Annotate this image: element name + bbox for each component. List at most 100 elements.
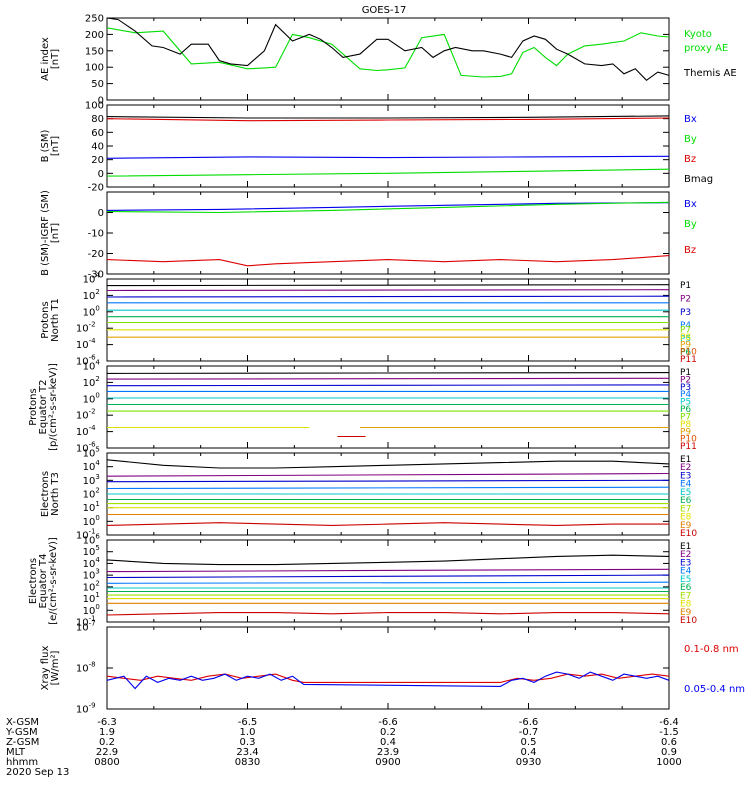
y-tick-label: 150 <box>85 46 104 57</box>
x-axis-value: 1.0 <box>240 727 256 738</box>
legend-label: P9 <box>680 427 691 437</box>
x-axis-value: 0900 <box>375 757 400 768</box>
legend-label: Bz <box>684 154 696 165</box>
legend-label: E4 <box>680 567 692 577</box>
panel-frame <box>106 626 670 710</box>
x-axis-value: 0.4 <box>521 747 537 758</box>
date-label: 2020 Sep 13 <box>6 767 69 778</box>
y-axis-label: AE index <box>40 37 51 81</box>
y-tick-label: -20 <box>88 183 104 194</box>
y-tick-label: 10-4 <box>76 424 96 438</box>
series-line <box>106 201 670 214</box>
legend-label: P1 <box>680 368 691 378</box>
legend-label: P8 <box>680 420 691 430</box>
legend-label: E4 <box>680 480 692 490</box>
y-tick-label: -30 <box>88 270 104 281</box>
y-tick-label: 0 <box>98 169 104 180</box>
y-tick-label: 104 <box>83 272 101 286</box>
legend-label: Bmag <box>684 174 713 185</box>
y-tick-label: 10-7 <box>76 620 96 634</box>
y-axis-label: Electrons <box>40 471 51 517</box>
legend-label: E8 <box>680 513 692 523</box>
y-tick-label: 50 <box>91 79 104 90</box>
series-line <box>106 372 670 374</box>
panel-frame <box>106 539 670 623</box>
y-tick-label: 104 <box>83 359 101 373</box>
legend-label: P4 <box>680 390 691 400</box>
x-axis-value: -6.3 <box>97 717 117 728</box>
y-tick-label: -10 <box>88 229 104 240</box>
legend-label: E5 <box>680 575 691 585</box>
y-axis-label: [nT] <box>50 223 61 243</box>
legend-label: P2 <box>680 375 691 385</box>
y-tick-label: 10-8 <box>76 661 96 675</box>
y-axis-label: [p/(cm²-s-sr-keV)] <box>48 363 59 451</box>
x-axis-table: X-GSMY-GSMZ-GSMMLThhmm-6.31.90.222.90800… <box>5 717 682 768</box>
x-axis-value: 0830 <box>235 757 260 768</box>
y-tick-label: 102 <box>83 487 100 501</box>
legend-label: P10 <box>680 348 697 358</box>
series-line <box>106 377 670 380</box>
x-axis-value: 0930 <box>516 757 541 768</box>
legend-label: P1 <box>680 281 691 291</box>
y-tick-label: 100 <box>83 304 100 318</box>
x-axis-row-label: Z-GSM <box>6 737 39 748</box>
y-tick-label: 101 <box>83 500 100 514</box>
series-line <box>106 115 670 119</box>
x-axis-value: 1000 <box>656 757 681 768</box>
legend-label: E10 <box>680 616 697 626</box>
x-axis-row-label: hhmm <box>6 757 38 768</box>
y-axis-label: Xray flux <box>40 646 51 691</box>
y-tick-label: 105 <box>83 446 100 460</box>
x-axis-value: 22.9 <box>96 747 118 758</box>
y-tick-label: 10-4 <box>76 337 96 351</box>
y-axis-label: [W/m²] <box>50 650 61 685</box>
panel-0: 0 50 100 150 200 250 AE index [nT] Kyoto proxy AE… <box>40 14 737 107</box>
panel-1: -20 0 20 40 60 80 100 B (SM) [nT] Bx By Bz Bmag <box>40 101 713 194</box>
legend-label: E7 <box>680 591 691 601</box>
legend-label: E6 <box>680 496 692 506</box>
series-line <box>106 479 670 483</box>
y-axis-label: North T3 <box>50 472 61 516</box>
x-axis-value: -6.5 <box>238 717 258 728</box>
y-tick-label: 100 <box>85 101 104 112</box>
x-axis-value: 0.2 <box>99 737 115 748</box>
series-line <box>106 155 670 159</box>
y-axis-label: North T1 <box>50 298 61 342</box>
panel-2: -30 -20 -10 0 B (SM)-IGRF (SM) [nT] Bx By Bz <box>40 190 697 280</box>
series-line <box>106 202 670 211</box>
panel-frame <box>106 278 670 362</box>
y-tick-label: 40 <box>91 142 104 153</box>
x-axis-value: 0.6 <box>661 737 677 748</box>
legend-label: E8 <box>680 600 692 610</box>
legend-label: Bx <box>684 199 697 210</box>
x-axis-value: -0.7 <box>519 727 539 738</box>
legend-label: E2 <box>680 463 691 473</box>
legend-label: E7 <box>680 504 691 514</box>
series-line <box>106 522 669 526</box>
legend-label: E3 <box>680 558 691 568</box>
series-line <box>106 574 670 579</box>
legend-label: E10 <box>680 529 697 539</box>
panel-frame <box>106 17 670 101</box>
y-tick-label: 250 <box>85 14 104 25</box>
series-line <box>106 673 670 683</box>
series-line <box>106 581 670 584</box>
series-line <box>106 255 670 267</box>
x-axis-value: -6.6 <box>519 717 539 728</box>
legend-label: E9 <box>680 608 692 618</box>
y-tick-label: 60 <box>91 128 104 139</box>
series-line <box>106 612 670 616</box>
series-line <box>106 168 670 177</box>
x-axis-value: 0800 <box>94 757 119 768</box>
legend-label: Kyoto <box>684 29 712 40</box>
y-axis-label: [e/(cm²-s-sr-keV)] <box>48 537 59 625</box>
legend-label: P8 <box>680 333 691 343</box>
legend-label: proxy AE <box>684 43 728 54</box>
y-tick-label: 10-9 <box>76 702 96 716</box>
legend-label: P5 <box>680 335 691 345</box>
